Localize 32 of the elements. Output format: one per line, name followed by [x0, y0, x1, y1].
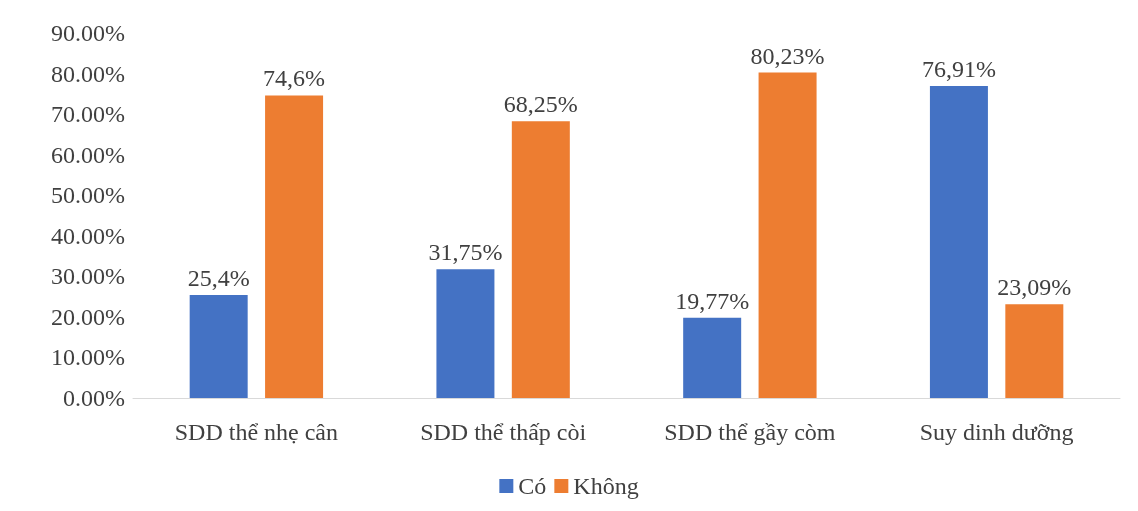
y-tick-label: 90.00%: [51, 20, 125, 46]
y-tick-label: 80.00%: [51, 60, 125, 87]
y-tick-label: 70.00%: [51, 101, 125, 128]
y-tick-label: 10.00%: [51, 344, 125, 371]
y-tick-label: 50.00%: [51, 182, 125, 209]
bar: [436, 269, 495, 398]
data-label: 76,91%: [921, 56, 996, 83]
bar: [758, 72, 817, 398]
data-label: 19,77%: [675, 287, 750, 314]
x-tick-label: SDD thể thấp còi: [420, 419, 587, 445]
data-label: 23,09%: [997, 274, 1072, 301]
y-tick-label: 20.00%: [51, 303, 125, 330]
x-tick-label: SDD thể nhẹ cân: [174, 419, 339, 445]
data-label: 74,6%: [263, 65, 326, 92]
y-tick-label: 0.00%: [63, 385, 125, 411]
x-tick-label: SDD thể gầy còm: [664, 419, 836, 445]
bar: [511, 121, 570, 398]
data-label: 31,75%: [428, 239, 503, 266]
bar: [265, 95, 324, 398]
data-label: 68,25%: [503, 91, 578, 118]
legend-label: Có: [518, 473, 547, 499]
bar: [929, 86, 988, 398]
data-label: 80,23%: [750, 42, 825, 69]
y-tick-label: 40.00%: [51, 222, 125, 249]
data-label: 25,4%: [187, 264, 250, 291]
bar: [189, 294, 248, 398]
x-tick-label: Suy dinh dưỡng: [919, 419, 1074, 445]
bar: [1005, 304, 1064, 398]
bar: [683, 317, 742, 398]
legend-label: Không: [573, 473, 639, 499]
y-tick-label: 60.00%: [51, 141, 125, 168]
y-tick-label: 30.00%: [51, 263, 125, 290]
